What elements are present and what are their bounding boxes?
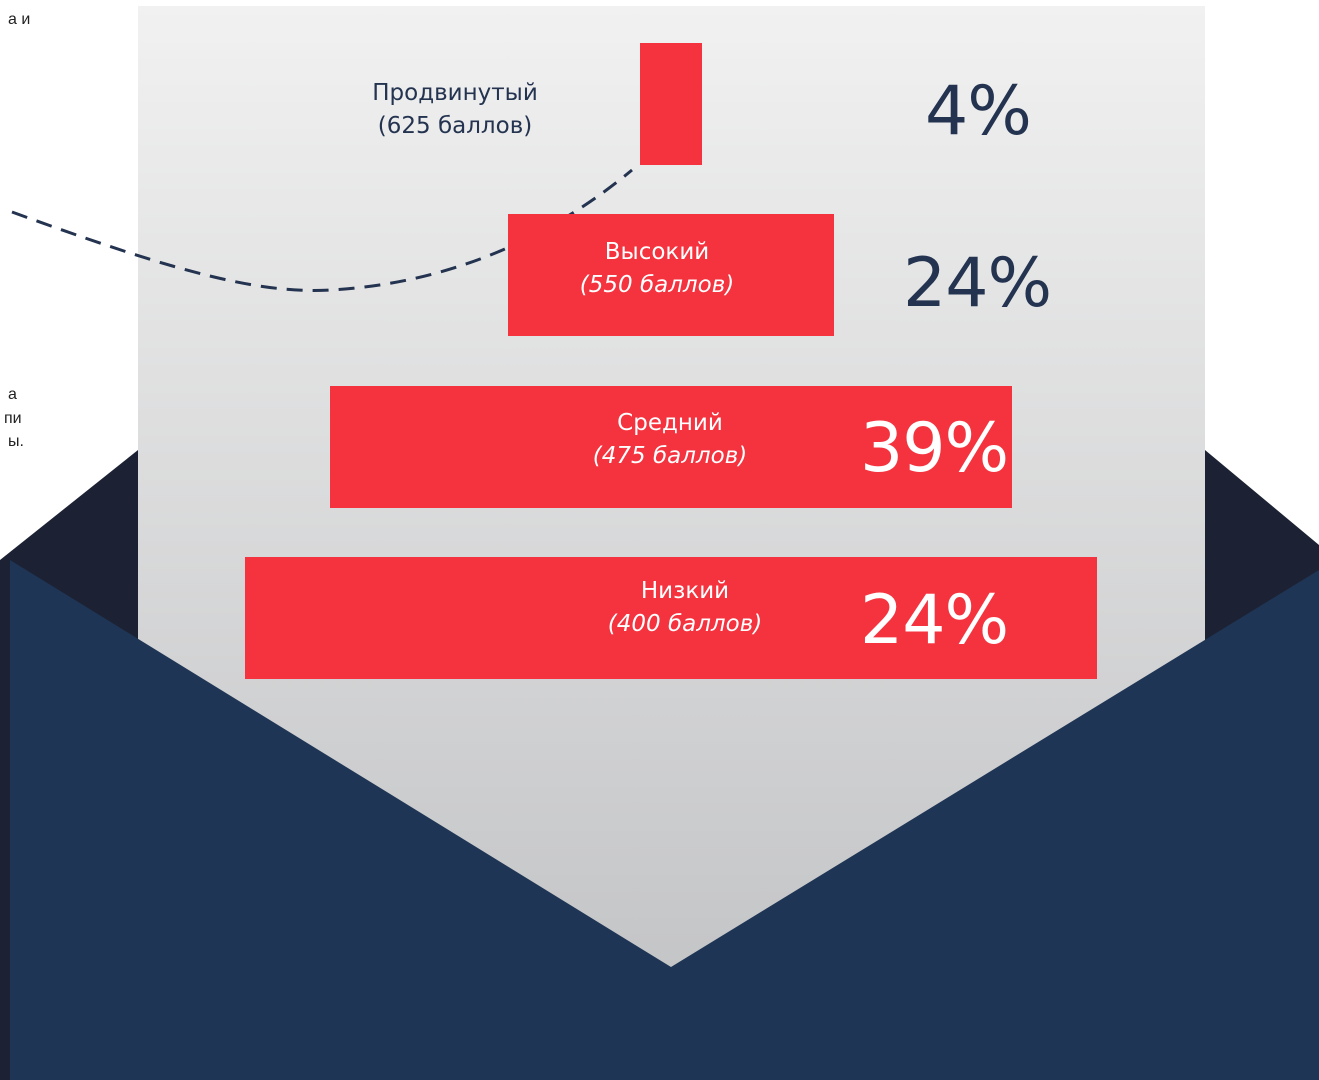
category-score: (475 баллов) (592, 443, 748, 469)
category-name: Низкий (640, 578, 730, 604)
bar-1 (640, 43, 702, 165)
category-score: (400 баллов) (607, 611, 763, 637)
category-label-3: Средний (475 баллов) (540, 407, 800, 473)
side-text-fragment-4: ы. (8, 433, 24, 450)
value-label-2: 24% (903, 244, 1052, 323)
side-text-fragment-3: пи (4, 410, 22, 427)
category-name: Средний (617, 410, 723, 436)
bar-3 (330, 386, 1012, 508)
value-label-4: 24% (860, 581, 1009, 660)
side-text-fragment-2: а (8, 386, 17, 403)
value-label-3: 39% (860, 409, 1009, 488)
side-text-fragment-1: а и (8, 11, 31, 28)
bar-2 (508, 214, 834, 336)
envelope-front (10, 560, 1319, 1080)
category-name: Высокий (604, 239, 710, 265)
category-label-4: Низкий (400 баллов) (555, 575, 815, 641)
bar-4 (245, 557, 1097, 679)
category-score: (625 баллов) (377, 113, 533, 139)
bars-layer (245, 43, 1097, 679)
category-label-1: Продвинутый (625 баллов) (325, 77, 585, 143)
category-score: (550 баллов) (579, 272, 735, 298)
category-name: Продвинутый (372, 80, 538, 106)
category-label-2: Высокий (550 баллов) (527, 236, 787, 302)
value-label-1: 4% (925, 72, 1032, 151)
